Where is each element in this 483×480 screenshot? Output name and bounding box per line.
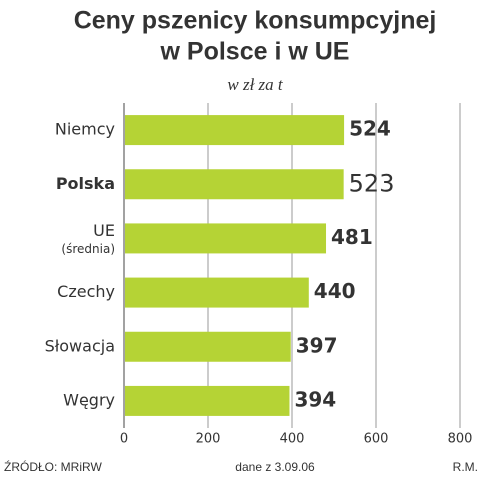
chart-title: Ceny pszenicy konsumpcyjnej — [74, 7, 437, 35]
y-tick-label: Czechy — [57, 282, 115, 301]
bar — [125, 115, 345, 146]
x-tick-label: 800 — [448, 432, 473, 447]
value-label: 481 — [331, 225, 373, 249]
bar — [125, 223, 327, 254]
value-label: 524 — [349, 117, 391, 141]
y-tick-label: Polska — [56, 174, 115, 193]
value-label: 394 — [294, 387, 336, 411]
bar — [125, 331, 291, 362]
y-tick-label: Słowacja — [45, 336, 115, 355]
y-tick-label: UE — [93, 221, 115, 240]
chart-subtitle: w zł za t — [227, 75, 284, 94]
x-tick-label: 200 — [196, 432, 221, 447]
y-tick-label: Niemcy — [55, 120, 115, 139]
author: R.M. — [453, 460, 478, 474]
bar — [125, 169, 344, 200]
note: dane z 3.09.06 — [235, 460, 315, 474]
x-tick-label: 0 — [120, 432, 128, 447]
source: ŹRÓDŁO: MRiRW — [4, 459, 102, 474]
y-tick-label: Węgry — [63, 390, 115, 409]
value-label: 523 — [349, 169, 395, 197]
bar — [125, 385, 290, 416]
chart-title: w Polsce i w UE — [160, 38, 350, 66]
category-note: (średnia) — [61, 242, 115, 256]
value-label: 397 — [296, 333, 338, 357]
bar — [125, 277, 309, 308]
x-tick-label: 600 — [364, 432, 389, 447]
value-label: 440 — [314, 279, 356, 303]
x-tick-label: 400 — [280, 432, 305, 447]
